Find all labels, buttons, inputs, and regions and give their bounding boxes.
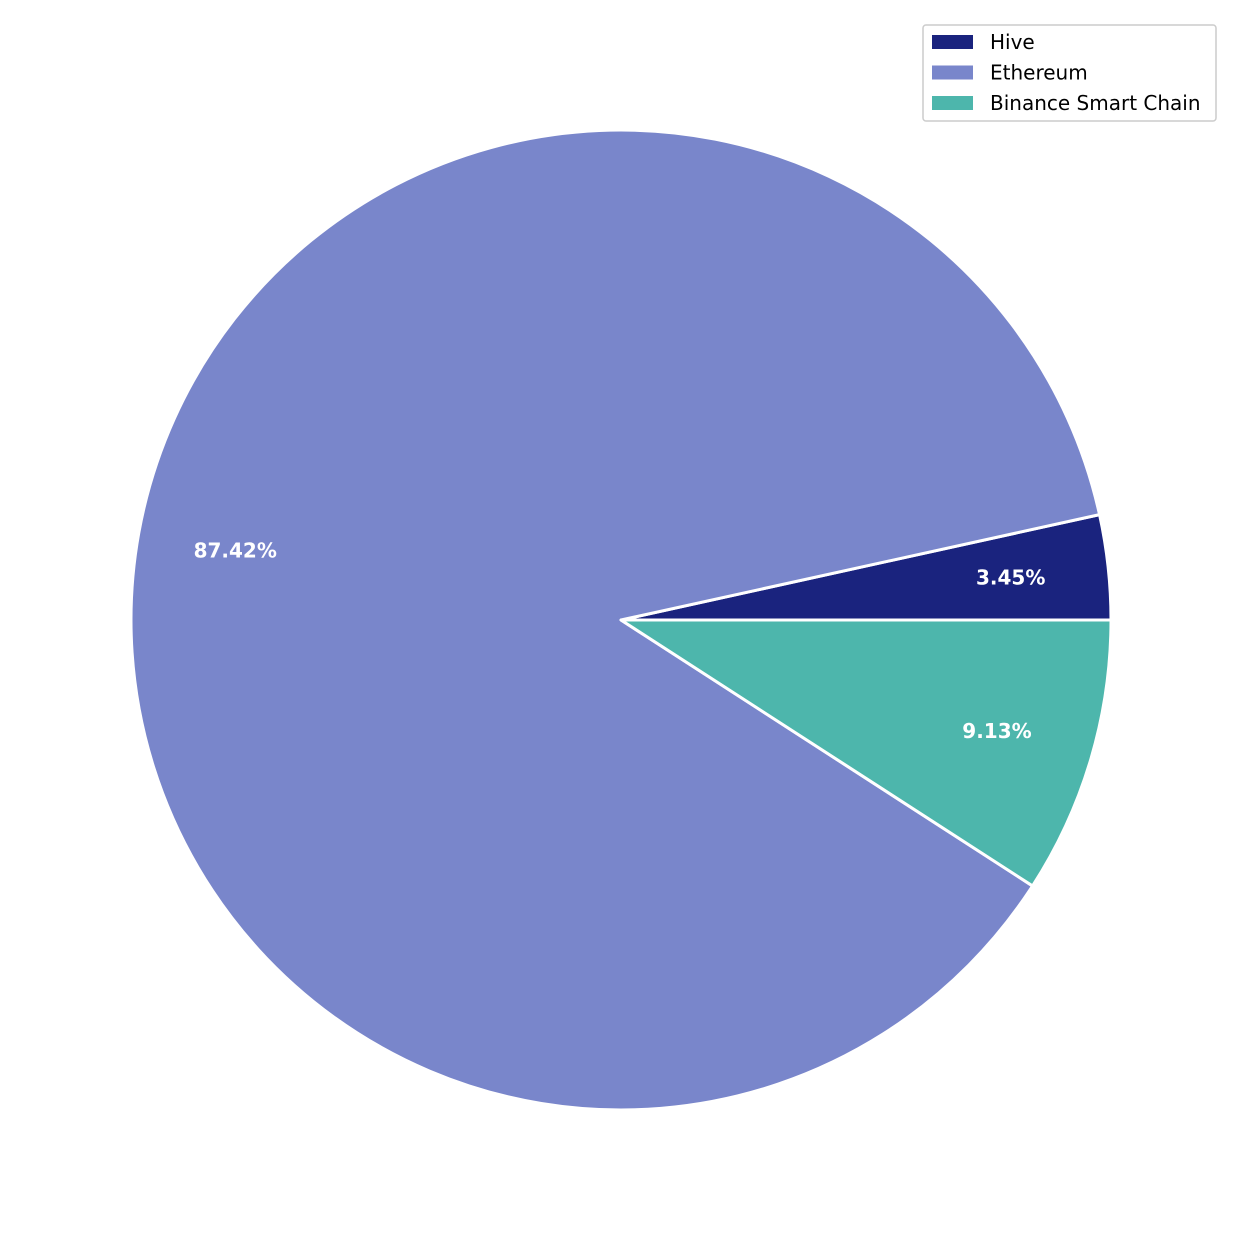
slice-label-ethereum: 87.42% [194,538,277,562]
legend-items: Hive Ethereum Binance Smart Chain [932,30,1201,115]
legend-label-hive: Hive [990,30,1035,54]
pie-slice-ethereum [129,128,1102,1112]
pie-slices [129,128,1113,1112]
slice-label-binance-smart-chain: 9.13% [962,719,1031,743]
pie-labels: 3.45% 87.42% 9.13% [194,538,1046,742]
chart-legend: Hive Ethereum Binance Smart Chain [922,24,1217,122]
legend-frame [922,24,1217,122]
legend-swatch-ethereum [932,65,973,80]
pie-slice-binance-smart-chain [619,618,1113,888]
slice-label-hive: 3.45% [976,566,1045,590]
legend-label-ethereum: Ethereum [990,61,1088,85]
legend-swatch-hive [932,35,973,49]
legend-label-binance-smart-chain: Binance Smart Chain [990,91,1201,115]
legend-swatch-binance-smart-chain [932,96,973,110]
